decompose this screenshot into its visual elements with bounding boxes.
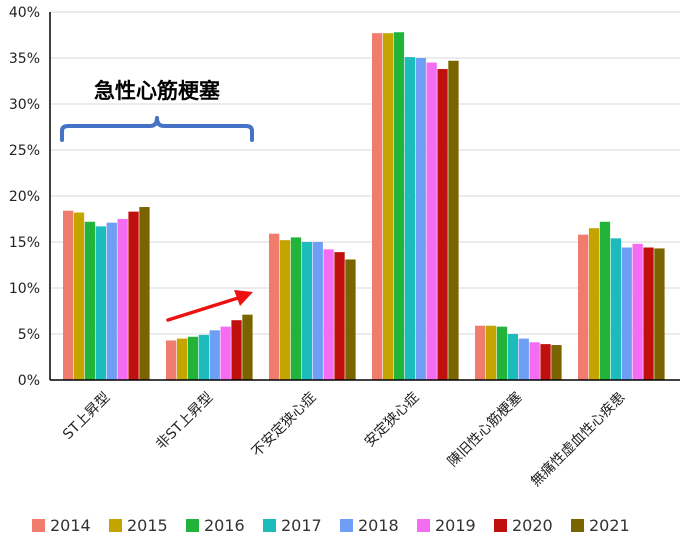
category-labels: ST上昇型 非ST上昇型 不安定狭心症 安定狭心症 陳旧性心筋梗塞 無痛性虚血性心疾患 [60, 389, 628, 490]
category-label: ST上昇型 [60, 390, 113, 443]
bar-2017-5 [610, 238, 621, 380]
y-tick-label: 40% [9, 5, 40, 21]
y-tick-label: 15% [9, 235, 40, 251]
bar-2018-1 [209, 330, 220, 380]
y-tick-label: 30% [9, 97, 40, 113]
bar-2021-4 [551, 345, 562, 380]
bar-2020-4 [540, 344, 551, 380]
bar-2017-3 [404, 57, 415, 380]
bar-2016-1 [187, 336, 199, 380]
bar-2019-4 [529, 342, 540, 380]
y-tick-label: 20% [9, 189, 40, 205]
bar-2016-4 [496, 326, 508, 380]
legend-swatch [340, 519, 353, 532]
y-tick-label: 25% [9, 143, 40, 159]
bar-2018-4 [518, 338, 529, 380]
bar-2019-5 [632, 243, 643, 380]
legend-label: 2021 [589, 516, 630, 535]
legend-label: 2018 [358, 516, 399, 535]
bar-2021-3 [448, 60, 459, 380]
bar-2016-0 [84, 221, 96, 380]
bar-2017-1 [198, 334, 209, 380]
gridlines [50, 11, 680, 335]
bar-2014-2 [269, 233, 280, 380]
bar-2016-5 [599, 221, 611, 380]
category-label: 無痛性虚血性心疾患 [527, 389, 628, 490]
bar-2014-0 [63, 210, 74, 380]
bar-2017-4 [507, 334, 518, 380]
axes [49, 12, 680, 381]
bar-2015-2 [279, 240, 291, 380]
legend-swatch [109, 519, 122, 532]
y-tick-label: 10% [9, 281, 40, 297]
bar-2021-5 [654, 248, 665, 380]
y-tick-label: 0% [18, 373, 40, 389]
bar-2014-1 [166, 340, 177, 380]
bar-2017-2 [301, 242, 312, 380]
bracket-label: 急性心筋梗塞 [94, 79, 221, 103]
legend-label: 2020 [512, 516, 553, 535]
legend-label: 2014 [50, 516, 91, 535]
trend-arrow-icon [166, 290, 253, 322]
bar-2015-4 [485, 325, 497, 380]
bar-2020-0 [128, 211, 139, 380]
bars [63, 32, 665, 381]
category-label: 陳旧性心筋梗塞 [444, 389, 525, 470]
legend-label: 2016 [204, 516, 245, 535]
bar-2018-2 [312, 242, 323, 380]
bar-2015-1 [176, 338, 188, 380]
bar-2019-2 [323, 249, 334, 380]
y-axis-ticks: 0% 5% 10% 15% 20% 25% 30% 35% 40% [9, 5, 40, 389]
legend: 2014 2015 2016 2017 2018 2019 2020 2021 [32, 516, 630, 535]
bar-2020-3 [437, 69, 448, 380]
bar-2021-0 [139, 207, 150, 380]
bar-2018-3 [415, 58, 426, 380]
bar-2019-1 [220, 326, 231, 380]
legend-swatch [417, 519, 430, 532]
legend-swatch [263, 519, 276, 532]
bar-2014-5 [578, 234, 589, 380]
legend-label: 2017 [281, 516, 322, 535]
legend-swatch [32, 519, 45, 532]
bar-2016-3 [393, 32, 405, 381]
bar-2014-4 [475, 325, 486, 380]
bar-2019-3 [426, 62, 437, 380]
y-tick-label: 35% [9, 51, 40, 67]
category-label: 不安定狭心症 [249, 390, 320, 461]
legend-swatch [571, 519, 584, 532]
bar-2015-5 [588, 228, 600, 380]
bar-2015-3 [382, 33, 394, 380]
category-label: 安定狭心症 [362, 390, 423, 451]
y-tick-label: 5% [18, 327, 40, 343]
legend-label: 2019 [435, 516, 476, 535]
legend-swatch [494, 519, 507, 532]
bar-2018-5 [621, 247, 632, 380]
bar-2018-0 [106, 222, 117, 380]
bar-2019-0 [117, 219, 128, 380]
bar-2017-0 [95, 226, 106, 380]
bar-2021-1 [242, 314, 253, 380]
legend-label: 2015 [127, 516, 168, 535]
legend-swatch [186, 519, 199, 532]
bar-2021-2 [345, 259, 356, 380]
bar-2016-2 [290, 237, 302, 380]
bar-2020-2 [334, 252, 345, 380]
bar-2020-5 [643, 247, 654, 380]
acute-mi-bracket [60, 116, 254, 142]
bar-2014-3 [372, 33, 383, 380]
bar-2015-0 [73, 212, 85, 380]
bar-2020-1 [231, 320, 242, 380]
annotations: 急性心筋梗塞 [60, 79, 254, 322]
category-label: 非ST上昇型 [153, 390, 216, 453]
